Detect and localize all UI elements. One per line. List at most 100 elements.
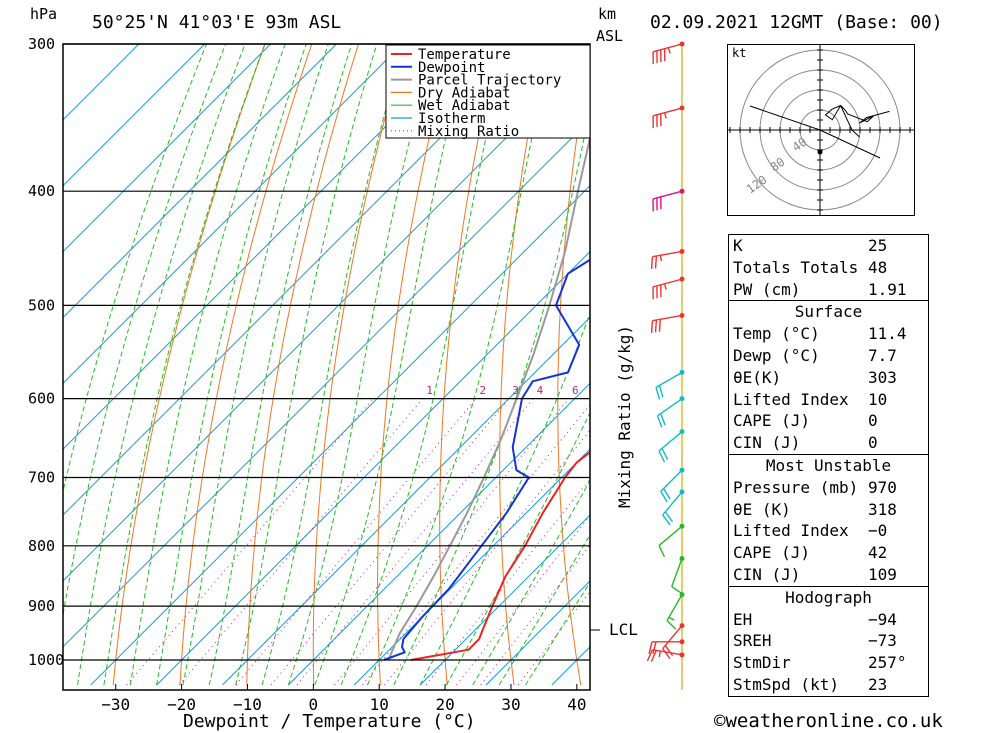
- wind-barb-feather: [658, 319, 662, 332]
- copyright-link[interactable]: ©weatheronline.co.uk: [714, 710, 943, 732]
- surface-value: 0: [868, 433, 878, 453]
- temp-tick-label: −10: [233, 695, 262, 714]
- surface-label: CIN (J): [733, 433, 801, 453]
- hodograph-stat-row: StmDir 257°: [729, 652, 928, 674]
- index-label: Totals Totals: [733, 257, 859, 277]
- wind-barb: [646, 648, 685, 662]
- wind-barb: [652, 276, 685, 300]
- wind-barb-feather: [652, 641, 657, 654]
- wind-barb-staff: [652, 648, 683, 656]
- wind-barb-staff: [662, 491, 683, 516]
- isotherm-line: [63, 44, 337, 319]
- wind-barb-staff: [671, 558, 683, 587]
- surface-title: Surface: [794, 302, 863, 322]
- isotherm-line: [90, 184, 590, 686]
- wet-adiabat-line: [182, 44, 329, 686]
- wind-barb-half-feather: [663, 112, 667, 119]
- hodograph-stat-value: −73: [868, 631, 897, 651]
- most-unstable-row: θE (K) 318: [729, 499, 928, 521]
- mixing-ratio-tick-label: 20: [686, 384, 699, 397]
- most-unstable-value: 318: [868, 499, 897, 519]
- dry-adiabat-line: [965, 44, 1000, 685]
- surface-value: 0: [868, 411, 878, 431]
- wind-barb-feather: [654, 255, 658, 269]
- wind-barb-staff: [658, 431, 683, 452]
- wind-barb-half-feather: [668, 616, 675, 621]
- hodograph-stat-row: SREH −73: [729, 630, 928, 652]
- wind-barb-feather: [662, 648, 671, 660]
- hodograph-stat-row: StmSpd (kt) 23: [729, 674, 928, 696]
- dry-adiabat-line: [246, 44, 359, 686]
- temp-tick-label: 30: [501, 695, 520, 714]
- hodograph-unit-label: kt: [732, 46, 746, 60]
- wind-barb: [655, 369, 685, 400]
- surface-label: Dewp (°C): [733, 345, 820, 365]
- legend-entry: Dry Adiabat: [418, 85, 511, 101]
- hodograph-stat-label: StmDir: [733, 653, 791, 673]
- wind-barb-feather: [660, 491, 668, 503]
- index-value: 48: [868, 257, 888, 277]
- legend-entry: Parcel Trajectory: [418, 73, 561, 89]
- index-row: PW (cm) 1.91: [729, 279, 928, 301]
- isotherm-line: [63, 44, 140, 121]
- wet-adiabat-line: [287, 44, 435, 686]
- wind-barb-feather: [656, 415, 663, 428]
- wind-barb: [662, 489, 685, 526]
- lcl-label: LCL: [609, 620, 638, 639]
- legend-entry: Isotherm: [418, 111, 485, 127]
- isotherm-line: [63, 44, 469, 450]
- surface-value: 11.4: [868, 324, 907, 344]
- wet-adiabat-line: [103, 44, 266, 686]
- mixing-ratio-axis-title: Mixing Ratio (g/kg): [615, 325, 634, 508]
- wind-barb-feather: [658, 385, 664, 398]
- wind-barb-feather: [648, 641, 653, 654]
- temp-tick-label: 20: [435, 695, 454, 714]
- wind-barb-feather: [646, 649, 654, 662]
- wind-barb: [652, 188, 685, 212]
- wind-barb-feather: [666, 620, 677, 630]
- wind-barb-staff: [652, 43, 683, 53]
- wet-adiabat-line: [498, 533, 590, 686]
- hodograph-shear-line: [819, 129, 881, 159]
- pressure-tick-label: 300: [28, 35, 55, 53]
- wet-adiabat-line: [156, 44, 307, 686]
- pressure-tick-label: 600: [28, 390, 55, 408]
- surface-value: 10: [868, 389, 888, 409]
- surface-row: CIN (J) 0: [729, 432, 928, 454]
- wind-barb: [658, 523, 685, 557]
- wind-barb-staff: [652, 278, 683, 288]
- wind-barb: [652, 41, 685, 65]
- wet-adiabat-line: [63, 44, 227, 618]
- wind-barb-staff: [662, 625, 683, 650]
- wind-barb-feather: [650, 650, 658, 662]
- surface-section: Surface Temp (°C) 11.4 Dewp (°C) 7.7 θE(K) 30…: [729, 300, 928, 454]
- wet-adiabat-line: [208, 44, 353, 686]
- mixing-ratio-tick-label: 1: [426, 384, 433, 397]
- pressure-tick-label: 500: [28, 296, 55, 314]
- pressure-tick-label: 700: [28, 469, 55, 487]
- dry-adiabat-line: [312, 44, 406, 685]
- most-unstable-label: Pressure (mb): [733, 477, 859, 497]
- wind-barb: [658, 429, 685, 463]
- wind-barb-feather: [660, 413, 666, 426]
- km-label: km: [598, 5, 617, 23]
- wind-barb: [656, 396, 685, 428]
- temp-tick-label: 40: [567, 695, 586, 714]
- indices-section: K 25 Totals Totals 48 PW (cm) 1.91: [729, 235, 928, 300]
- hodograph-stat-label: SREH: [733, 631, 772, 651]
- asl-label: ASL: [596, 27, 624, 45]
- most-unstable-row: CAPE (J) 42: [729, 542, 928, 564]
- wind-barb-feather: [650, 256, 654, 270]
- isotherm-line: [353, 448, 590, 686]
- wind-barb-staff: [658, 525, 683, 547]
- most-unstable-title: Most Unstable: [765, 455, 892, 475]
- wet-adiabat-line: [525, 581, 590, 686]
- wind-barb: [671, 555, 685, 595]
- dry-adiabat-line: [112, 44, 266, 686]
- wind-barb-staff: [652, 314, 683, 322]
- wind-barb-half-feather: [667, 47, 671, 54]
- isotherm-line: [156, 250, 590, 686]
- legend-entry: Temperature: [418, 47, 511, 63]
- surface-label: Temp (°C): [733, 324, 820, 344]
- wind-barb-staff: [652, 107, 683, 117]
